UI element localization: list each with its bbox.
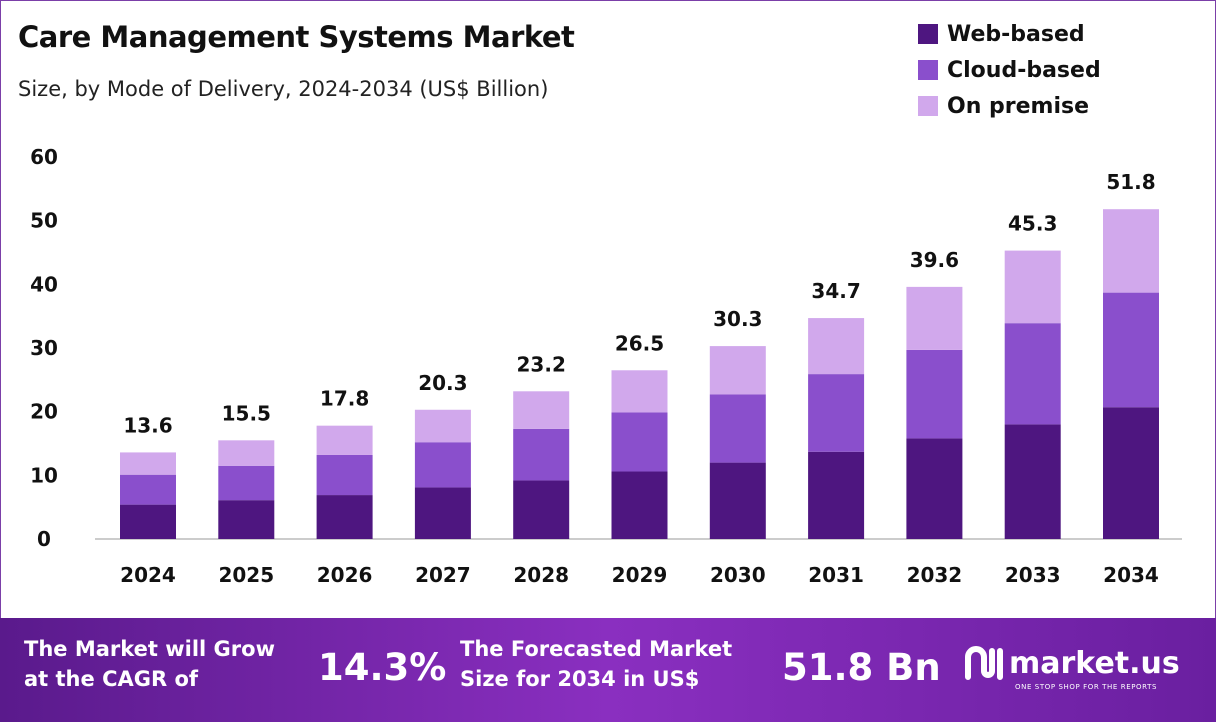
bar-segment-cloud-based bbox=[120, 474, 176, 505]
bar-segment-web-based bbox=[1004, 424, 1061, 539]
bar-segment-on-premise bbox=[316, 425, 373, 455]
bar-segment-cloud-based bbox=[316, 454, 373, 496]
bar-segment-on-premise bbox=[1004, 250, 1061, 324]
chart-subtitle: Size, by Mode of Delivery, 2024-2034 (US… bbox=[18, 77, 549, 101]
cagr-label: The Market will Grow at the CAGR of bbox=[24, 634, 275, 694]
bar-segment-cloud-based bbox=[218, 465, 275, 501]
legend-swatch bbox=[918, 96, 938, 116]
bar-segment-on-premise bbox=[906, 286, 963, 350]
forecast-label-line1: The Forecasted Market bbox=[460, 637, 733, 661]
forecast-label-line2: Size for 2034 in US$ bbox=[460, 667, 700, 691]
x-tick-label: 2033 bbox=[1005, 563, 1061, 587]
footer-banner: The Market will Grow at the CAGR of 14.3… bbox=[0, 618, 1216, 722]
x-tick-label: 2028 bbox=[513, 563, 569, 587]
bar-total-label: 23.2 bbox=[517, 352, 566, 376]
bar-segment-cloud-based bbox=[709, 394, 766, 463]
y-tick-label: 20 bbox=[30, 400, 58, 424]
bar-segment-web-based bbox=[611, 471, 668, 539]
bar-segment-cloud-based bbox=[906, 349, 963, 439]
bar-segment-on-premise bbox=[808, 318, 865, 375]
bar-segment-on-premise bbox=[414, 409, 471, 443]
bar-segment-on-premise bbox=[709, 346, 766, 395]
cagr-label-line1: The Market will Grow bbox=[24, 637, 275, 661]
bar-total-label: 20.3 bbox=[418, 371, 467, 395]
x-tick-label: 2024 bbox=[120, 563, 176, 587]
legend-swatch bbox=[918, 24, 938, 44]
x-tick-label: 2034 bbox=[1103, 563, 1159, 587]
x-tick-label: 2032 bbox=[907, 563, 963, 587]
forecast-label: The Forecasted Market Size for 2034 in U… bbox=[460, 634, 732, 694]
x-tick-label: 2026 bbox=[317, 563, 373, 587]
legend-label: On premise bbox=[947, 93, 1090, 119]
legend-label: Web-based bbox=[947, 21, 1085, 47]
forecast-value: 51.8 Bn bbox=[782, 646, 941, 689]
bar-total-label: 34.7 bbox=[811, 279, 860, 303]
y-tick-label: 0 bbox=[37, 527, 51, 551]
bar-segment-web-based bbox=[120, 504, 176, 539]
legend-swatch bbox=[918, 60, 938, 80]
bar-total-label: 30.3 bbox=[713, 307, 762, 331]
brand-logo: market.us ONE STOP SHOP FOR THE REPORTS bbox=[963, 643, 1180, 691]
bar-segment-on-premise bbox=[1103, 209, 1159, 293]
bar-total-label: 17.8 bbox=[320, 387, 369, 411]
logo-icon bbox=[965, 646, 1003, 680]
x-tick-label: 2031 bbox=[808, 563, 864, 587]
legend-item-onpremise: On premise bbox=[918, 88, 1101, 124]
chart-title: Care Management Systems Market bbox=[18, 20, 575, 54]
bar-total-label: 26.5 bbox=[615, 331, 664, 355]
bar-total-label: 51.8 bbox=[1106, 170, 1155, 194]
bar-segment-cloud-based bbox=[611, 412, 668, 472]
y-tick-label: 50 bbox=[30, 209, 58, 233]
x-tick-label: 2027 bbox=[415, 563, 471, 587]
bar-segment-web-based bbox=[808, 451, 865, 539]
bar-segment-web-based bbox=[1103, 407, 1159, 539]
bar-segment-on-premise bbox=[513, 391, 570, 429]
bar-segment-web-based bbox=[414, 487, 471, 539]
brand-name: market.us bbox=[1009, 645, 1180, 681]
legend-item-web: Web-based bbox=[918, 16, 1101, 52]
bar-chart: 010203040506013.6202415.5202517.8202620.… bbox=[30, 145, 1182, 587]
x-tick-label: 2030 bbox=[710, 563, 766, 587]
bar-segment-on-premise bbox=[218, 440, 275, 466]
y-tick-label: 60 bbox=[30, 145, 58, 169]
bar-segment-web-based bbox=[709, 462, 766, 539]
x-tick-label: 2025 bbox=[218, 563, 274, 587]
bar-segment-cloud-based bbox=[808, 374, 865, 452]
legend-item-cloud: Cloud-based bbox=[918, 52, 1101, 88]
bar-segment-web-based bbox=[513, 480, 570, 539]
x-tick-label: 2029 bbox=[612, 563, 668, 587]
bar-total-label: 13.6 bbox=[123, 413, 172, 437]
bar-segment-web-based bbox=[906, 438, 963, 539]
legend-label: Cloud-based bbox=[947, 57, 1101, 83]
y-tick-label: 40 bbox=[30, 272, 58, 296]
bar-segment-on-premise bbox=[120, 452, 176, 475]
bar-segment-cloud-based bbox=[414, 442, 471, 488]
cagr-value: 14.3% bbox=[318, 646, 447, 689]
bar-total-label: 39.6 bbox=[910, 248, 959, 272]
bar-segment-cloud-based bbox=[1103, 292, 1159, 408]
brand-tagline: ONE STOP SHOP FOR THE REPORTS bbox=[1015, 683, 1158, 691]
bar-segment-cloud-based bbox=[1004, 323, 1061, 425]
bar-segment-cloud-based bbox=[513, 428, 570, 481]
bar-segment-web-based bbox=[218, 500, 275, 539]
bar-total-label: 15.5 bbox=[222, 401, 271, 425]
y-tick-label: 10 bbox=[30, 463, 58, 487]
y-tick-label: 30 bbox=[30, 336, 58, 360]
cagr-label-line2: at the CAGR of bbox=[24, 667, 199, 691]
legend: Web-based Cloud-based On premise bbox=[918, 16, 1101, 124]
bar-segment-on-premise bbox=[611, 370, 668, 413]
bar-segment-web-based bbox=[316, 495, 373, 539]
bar-total-label: 45.3 bbox=[1008, 212, 1057, 236]
